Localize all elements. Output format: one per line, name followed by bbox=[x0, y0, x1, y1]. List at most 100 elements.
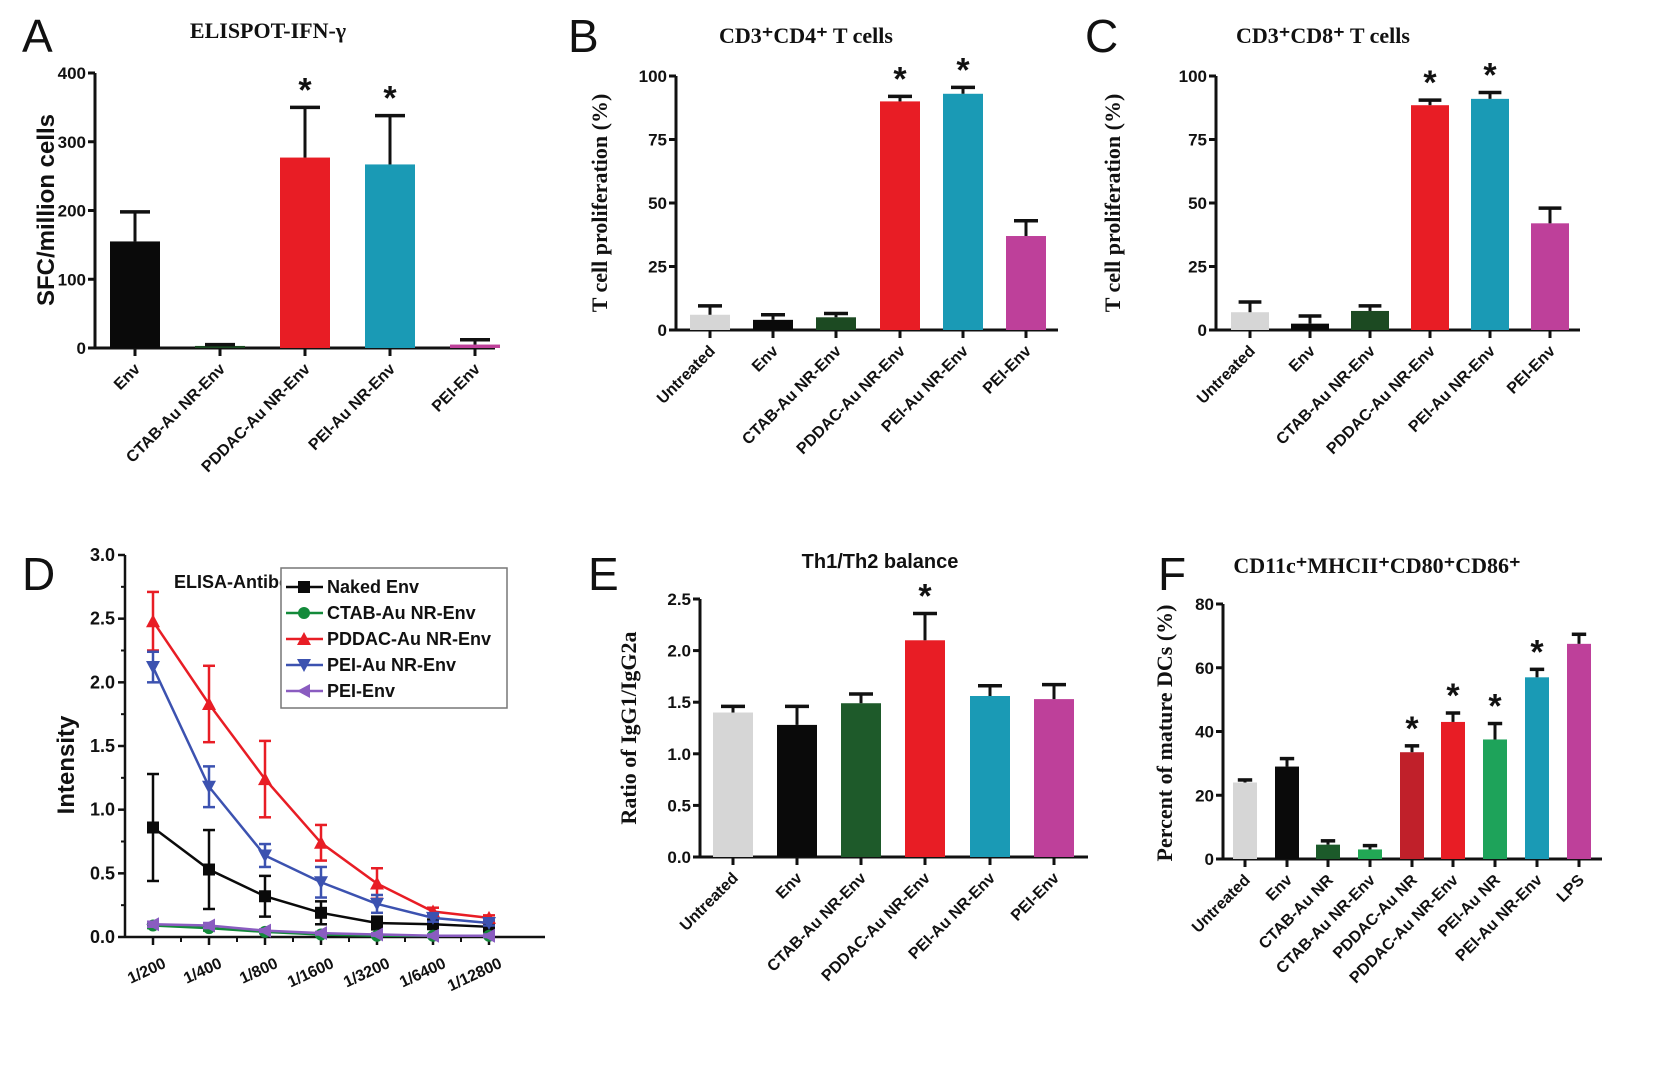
x-tick-label: PDDAC-Au NR-Env bbox=[794, 343, 909, 458]
x-tick-label: Env bbox=[749, 343, 782, 376]
legend: Naked Env CTAB-Au NR-Env PDDAC-Au NR-Env PE… bbox=[280, 567, 508, 709]
bar-6 bbox=[1483, 739, 1507, 859]
panel-letter: B bbox=[568, 10, 599, 62]
bar-4 bbox=[1400, 752, 1424, 859]
y-tick-label: 0.0 bbox=[90, 927, 115, 947]
y-tick-label: 25 bbox=[1188, 258, 1207, 277]
bar-5 bbox=[1441, 721, 1465, 859]
bar-5 bbox=[1006, 236, 1046, 330]
panel-letter: C bbox=[1085, 10, 1118, 62]
bar-7 bbox=[1525, 677, 1549, 859]
panel-b: B CD3⁺CD4⁺ T cells T cell proliferation (%… bbox=[568, 10, 1058, 458]
data-point bbox=[426, 928, 439, 943]
bar-2 bbox=[280, 157, 330, 348]
x-tick-label: CTAB-Au NR-Env bbox=[1273, 343, 1379, 449]
y-tick-label: 0.0 bbox=[667, 848, 691, 867]
x-tick-label: PEI-Env bbox=[980, 343, 1035, 398]
y-tick-label: 60 bbox=[1195, 659, 1214, 678]
x-tick-label: 1/1600 bbox=[285, 955, 337, 991]
data-point bbox=[315, 906, 327, 919]
significance-star: * bbox=[383, 80, 397, 118]
y-tick-label: 2.5 bbox=[90, 609, 115, 629]
x-tick-label: PEI-Env bbox=[429, 361, 484, 416]
data-point bbox=[314, 926, 327, 941]
x-tick-label: Env bbox=[1286, 343, 1319, 376]
data-point bbox=[202, 918, 215, 933]
data-point bbox=[146, 614, 160, 628]
y-tick-label: 0 bbox=[1198, 321, 1207, 340]
bar-0 bbox=[690, 314, 730, 330]
chart-title: ELISPOT-IFN-γ bbox=[190, 18, 346, 43]
y-tick-label: 100 bbox=[58, 270, 86, 289]
data-point bbox=[370, 876, 384, 890]
legend-label: PEI-Au NR-Env bbox=[327, 655, 456, 675]
bar-0 bbox=[110, 241, 160, 348]
y-tick-label: 1.0 bbox=[667, 745, 691, 764]
bar-2 bbox=[816, 317, 856, 330]
data-point bbox=[146, 661, 160, 675]
x-tick-label: LPS bbox=[1554, 872, 1588, 906]
data-point bbox=[314, 876, 328, 890]
significance-star: * bbox=[893, 60, 907, 98]
y-tick-label: 300 bbox=[58, 133, 86, 152]
significance-star: * bbox=[918, 577, 932, 615]
x-tick-label: Env bbox=[111, 361, 144, 394]
bar-3 bbox=[1411, 105, 1449, 331]
bar-5 bbox=[1531, 223, 1569, 330]
y-tick-label: 50 bbox=[648, 194, 667, 213]
bar-2 bbox=[1351, 310, 1389, 330]
y-tick-label: 25 bbox=[648, 258, 667, 277]
legend-marker bbox=[298, 607, 310, 619]
y-tick-label: 2.5 bbox=[667, 590, 691, 609]
data-point bbox=[482, 928, 495, 943]
panel-d: D ELISA-Antibody titerIntensity0.00.51.01… bbox=[22, 545, 545, 995]
x-tick-label: PEI-Env bbox=[1504, 343, 1559, 398]
bar-8 bbox=[1567, 643, 1591, 859]
y-tick-label: 75 bbox=[1188, 131, 1207, 150]
bar-4 bbox=[1471, 98, 1509, 330]
chart-title: CD3⁺CD8⁺ T cells bbox=[1236, 23, 1410, 48]
significance-star: * bbox=[1488, 688, 1502, 726]
x-tick-label: PEI-Env bbox=[1008, 870, 1063, 925]
panel-f: F CD11c⁺MHCII⁺CD80⁺CD86⁺ Percent of mature… bbox=[1152, 548, 1602, 987]
significance-star: * bbox=[956, 51, 970, 89]
x-tick-label: 1/200 bbox=[125, 955, 169, 987]
data-point bbox=[370, 927, 383, 942]
bar-3 bbox=[880, 101, 920, 331]
data-point bbox=[202, 696, 216, 710]
chart-title: CD3⁺CD4⁺ T cells bbox=[719, 23, 893, 48]
bar-0 bbox=[713, 712, 753, 857]
x-tick-label: Env bbox=[1263, 872, 1296, 905]
y-axis-label: Intensity bbox=[53, 715, 80, 814]
bar-0 bbox=[1231, 312, 1269, 330]
panel-e: E Th1/Th2 balance Ratio of IgG1/IgG2a 0.0 0.… bbox=[588, 548, 1088, 985]
y-tick-label: 50 bbox=[1188, 194, 1207, 213]
data-point bbox=[146, 917, 159, 932]
legend-label: PDDAC-Au NR-Env bbox=[327, 629, 491, 649]
x-tick-label: Untreated bbox=[677, 870, 742, 935]
data-point bbox=[147, 821, 159, 834]
y-tick-label: 0 bbox=[77, 339, 86, 358]
data-point bbox=[370, 897, 384, 911]
y-tick-label: 75 bbox=[648, 131, 667, 150]
y-tick-label: 200 bbox=[58, 202, 86, 221]
panel-letter: A bbox=[22, 10, 53, 62]
panel-a: A ELISPOT-IFN-γ SFC/million cells 0 100 200 30… bbox=[22, 10, 500, 476]
x-tick-label: 1/800 bbox=[237, 955, 281, 987]
x-tick-label: Untreated bbox=[654, 343, 719, 408]
y-tick-label: 2.0 bbox=[667, 642, 691, 661]
x-tick-label: Env bbox=[773, 870, 806, 903]
y-tick-label: 100 bbox=[1179, 67, 1207, 86]
data-point bbox=[258, 923, 271, 938]
data-point bbox=[426, 911, 440, 925]
bar-3 bbox=[1358, 849, 1382, 859]
x-tick-label: Untreated bbox=[1194, 343, 1259, 408]
significance-star: * bbox=[1483, 57, 1497, 95]
bar-1 bbox=[1275, 766, 1299, 859]
bar-4 bbox=[943, 93, 983, 330]
y-axis-label: Percent of mature DCs (%) bbox=[1152, 605, 1177, 862]
legend-marker bbox=[297, 632, 311, 645]
x-tick-label: PEI-Au NR-Env bbox=[306, 361, 399, 454]
y-axis-label: T cell proliferation (%) bbox=[587, 94, 612, 313]
